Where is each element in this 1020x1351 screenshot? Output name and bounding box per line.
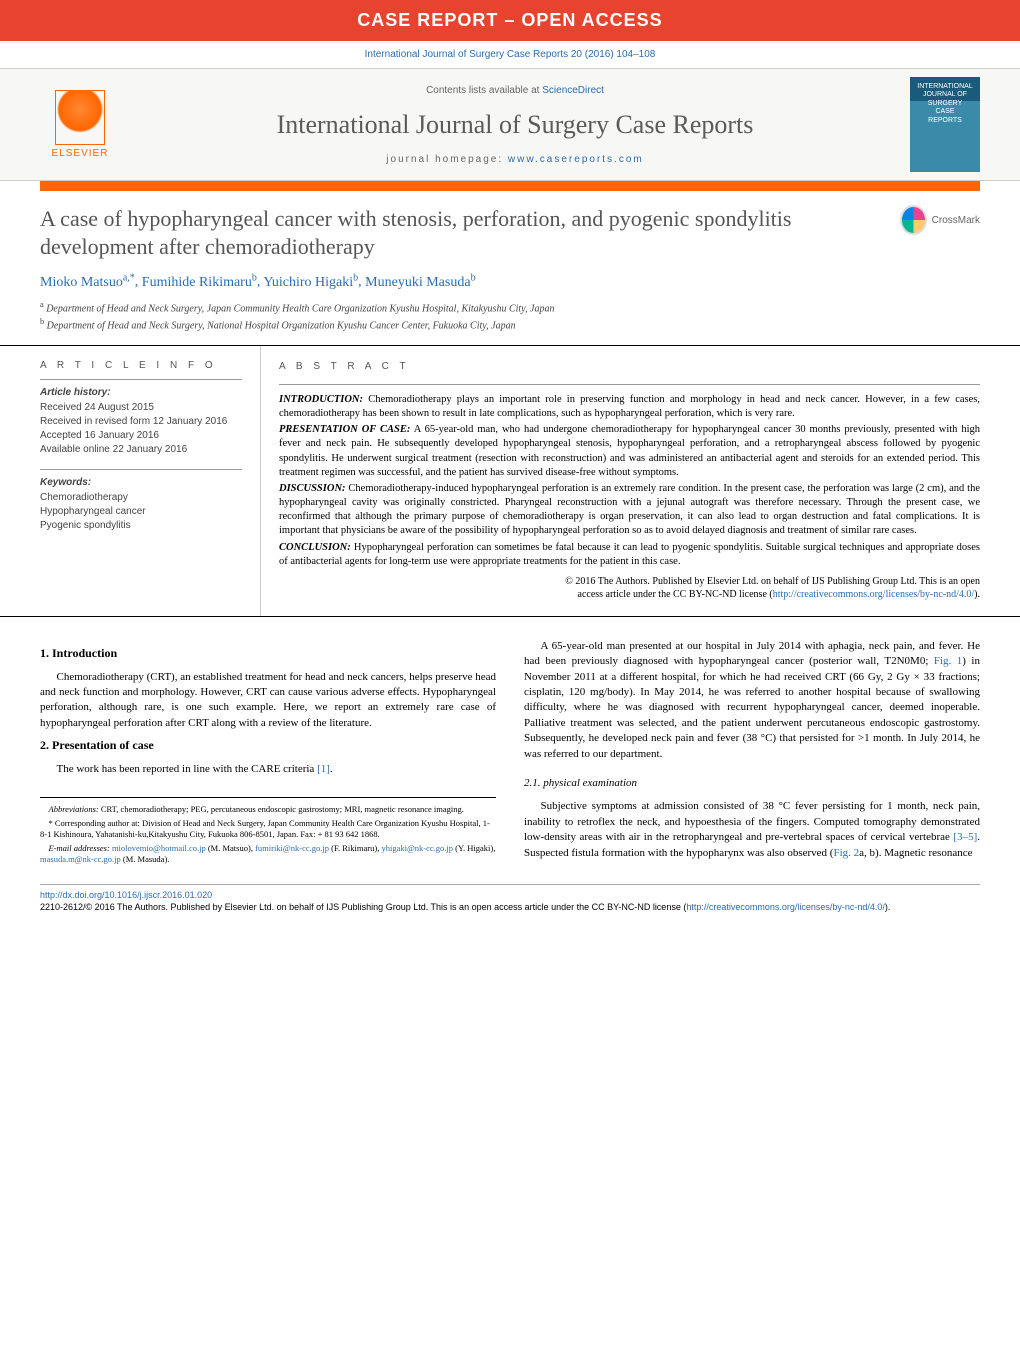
section-heading: 2. Presentation of case xyxy=(40,737,496,754)
history-item: Accepted 16 January 2016 xyxy=(40,429,242,443)
article-info-heading: a r t i c l e i n f o xyxy=(40,360,242,371)
history-item: Available online 22 January 2016 xyxy=(40,443,242,457)
figure-link[interactable]: Fig. 2 xyxy=(833,847,859,859)
keywords-block: Keywords: Chemoradiotherapy Hypopharynge… xyxy=(40,476,242,533)
body-columns: 1. Introduction Chemoradiotherapy (CRT),… xyxy=(0,617,1020,878)
figure-link[interactable]: Fig. 1 xyxy=(934,655,962,667)
abstract-discussion: DISCUSSION: Chemoradiotherapy-induced hy… xyxy=(279,482,980,539)
history-item: Received in revised form 12 January 2016 xyxy=(40,415,242,429)
paragraph: Subjective symptoms at admission consist… xyxy=(524,799,980,861)
article-history: Article history: Received 24 August 2015… xyxy=(40,386,242,457)
divider xyxy=(40,469,242,470)
ref-link[interactable]: [3–5] xyxy=(953,831,977,843)
keyword: Hypopharyngeal cancer xyxy=(40,505,242,519)
journal-cover-thumbnail: INTERNATIONAL JOURNAL OF SURGERY CASE RE… xyxy=(910,77,980,172)
affiliations: a Department of Head and Neck Surgery, J… xyxy=(0,295,1020,346)
elsevier-label: ELSEVIER xyxy=(52,148,109,159)
affiliation: b Department of Head and Neck Surgery, N… xyxy=(40,316,980,333)
subsection-heading: 2.1. physical examination xyxy=(524,776,980,791)
sciencedirect-link[interactable]: ScienceDirect xyxy=(542,85,604,96)
authors-line: Mioko Matsuoa,*, Fumihide Rikimarub, Yui… xyxy=(0,268,1020,295)
paragraph: A 65-year-old man presented at our hospi… xyxy=(524,639,980,762)
crossmark-icon xyxy=(900,205,927,235)
right-column: A 65-year-old man presented at our hospi… xyxy=(524,639,980,868)
elsevier-tree-icon xyxy=(55,90,105,145)
author: Mioko Matsuoa,* xyxy=(40,275,135,290)
abstract-column: a b s t r a c t INTRODUCTION: Chemoradio… xyxy=(260,346,980,616)
divider xyxy=(40,884,980,885)
abstract-heading: a b s t r a c t xyxy=(279,360,980,374)
page-footer: http://dx.doi.org/10.1016/j.ijscr.2016.0… xyxy=(0,878,1020,933)
journal-title: International Journal of Surgery Case Re… xyxy=(120,110,910,140)
email-link[interactable]: yhigaki@nk-cc.go.jp xyxy=(381,843,453,853)
homepage-link[interactable]: www.casereports.com xyxy=(508,154,644,165)
elsevier-logo: ELSEVIER xyxy=(40,80,120,170)
section-heading: 1. Introduction xyxy=(40,645,496,662)
author: Fumihide Rikimarub xyxy=(142,275,257,290)
left-column: 1. Introduction Chemoradiotherapy (CRT),… xyxy=(40,639,496,868)
open-access-banner: CASE REPORT – OPEN ACCESS xyxy=(0,0,1020,41)
banner-text: CASE REPORT – OPEN ACCESS xyxy=(357,10,662,30)
affiliation: a Department of Head and Neck Surgery, J… xyxy=(40,299,980,316)
journal-header: ELSEVIER Contents lists available at Sci… xyxy=(0,68,1020,181)
email-link[interactable]: fumiriki@nk-cc.go.jp xyxy=(255,843,329,853)
abstract-introduction: INTRODUCTION: Chemoradiotherapy plays an… xyxy=(279,393,980,421)
author: Muneyuki Masudab xyxy=(365,275,475,290)
meta-abstract-row: a r t i c l e i n f o Article history: R… xyxy=(0,345,1020,617)
abstract-conclusion: CONCLUSION: Hypopharyngeal perforation c… xyxy=(279,541,980,569)
cc-license-link[interactable]: http://creativecommons.org/licenses/by-n… xyxy=(773,589,974,600)
cc-license-link[interactable]: http://creativecommons.org/licenses/by-n… xyxy=(686,902,885,912)
abstract-license: © 2016 The Authors. Published by Elsevie… xyxy=(279,575,980,602)
footnotes: Abbreviations: CRT, chemoradiotherapy; P… xyxy=(40,797,496,865)
divider xyxy=(279,384,980,385)
keyword: Pyogenic spondylitis xyxy=(40,519,242,533)
divider xyxy=(40,379,242,380)
email-link[interactable]: miolovemio@hotmail.co.jp xyxy=(112,843,206,853)
homepage-line: journal homepage: www.casereports.com xyxy=(120,154,910,165)
journal-reference: International Journal of Surgery Case Re… xyxy=(0,41,1020,68)
doi-link[interactable]: http://dx.doi.org/10.1016/j.ijscr.2016.0… xyxy=(40,890,212,900)
abstract-presentation: PRESENTATION OF CASE: A 65-year-old man,… xyxy=(279,423,980,480)
contents-available-line: Contents lists available at ScienceDirec… xyxy=(120,85,910,96)
article-head: A case of hypopharyngeal cancer with ste… xyxy=(0,191,1020,268)
ref-link[interactable]: [1] xyxy=(317,763,330,775)
corresponding-footnote: * Corresponding author at: Division of H… xyxy=(40,818,496,841)
emails-footnote: E-mail addresses: miolovemio@hotmail.co.… xyxy=(40,843,496,866)
keyword: Chemoradiotherapy xyxy=(40,491,242,505)
article-title: A case of hypopharyngeal cancer with ste… xyxy=(40,205,900,260)
paragraph: The work has been reported in line with … xyxy=(40,762,496,777)
author: Yuichiro Higakib xyxy=(263,275,358,290)
history-item: Received 24 August 2015 xyxy=(40,401,242,415)
orange-rule xyxy=(40,181,980,191)
paragraph: Chemoradiotherapy (CRT), an established … xyxy=(40,670,496,732)
email-link[interactable]: masuda.m@nk-cc.go.jp xyxy=(40,854,121,864)
journal-center: Contents lists available at ScienceDirec… xyxy=(120,85,910,165)
crossmark-badge[interactable]: CrossMark xyxy=(900,205,980,235)
abbreviations-footnote: Abbreviations: CRT, chemoradiotherapy; P… xyxy=(40,804,496,815)
article-info-column: a r t i c l e i n f o Article history: R… xyxy=(40,346,260,616)
